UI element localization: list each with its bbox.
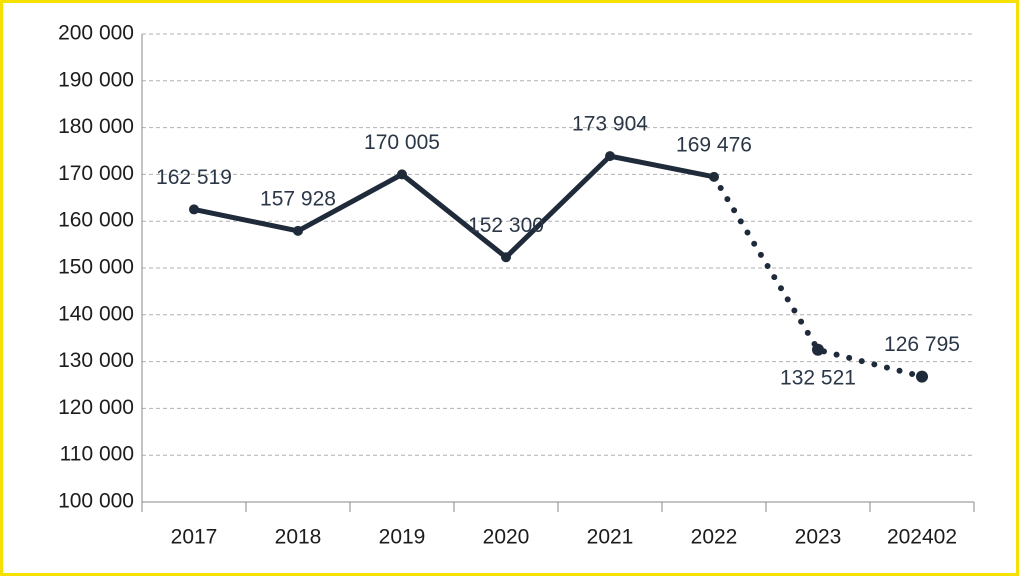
x-tick-label: 2020 — [483, 526, 530, 549]
y-tick-label: 110 000 — [60, 443, 134, 466]
line-dotted — [711, 173, 925, 380]
data-label: 152 300 — [468, 214, 544, 237]
x-tick-label: 2023 — [795, 526, 842, 549]
x-tick-label: 2019 — [379, 526, 426, 549]
marker — [812, 343, 824, 356]
marker — [501, 252, 511, 263]
data-label: 132 521 — [780, 366, 856, 389]
marker — [397, 169, 407, 180]
marker — [916, 370, 928, 383]
x-tick-label: 2021 — [587, 526, 634, 549]
x-tick-label: 2022 — [691, 526, 738, 549]
x-tick-label: 2018 — [275, 526, 322, 549]
marker — [293, 225, 303, 236]
y-tick-label: 180 000 — [58, 115, 134, 138]
data-label: 169 476 — [676, 133, 752, 156]
data-label: 170 005 — [364, 131, 440, 154]
x-tick-label: 2017 — [171, 526, 218, 549]
y-tick-label: 140 000 — [58, 302, 134, 325]
marker — [605, 151, 615, 162]
data-label: 162 519 — [156, 166, 232, 189]
marker — [189, 204, 199, 215]
x-tick-label: 202402 — [887, 526, 957, 549]
y-tick-label: 190 000 — [58, 68, 134, 91]
y-tick-label: 120 000 — [58, 396, 134, 419]
y-tick-label: 170 000 — [58, 162, 134, 185]
line — [191, 153, 717, 260]
y-tick-label: 130 000 — [58, 349, 134, 372]
data-label: 173 904 — [572, 113, 648, 136]
y-tick-label: 200 000 — [58, 22, 134, 45]
y-tick-label: 150 000 — [58, 256, 134, 279]
data-label: 126 795 — [884, 333, 960, 356]
marker — [709, 171, 719, 182]
data-label: 157 928 — [260, 187, 336, 210]
y-tick-label: 160 000 — [58, 209, 134, 232]
y-tick-label: 100 000 — [58, 490, 134, 513]
